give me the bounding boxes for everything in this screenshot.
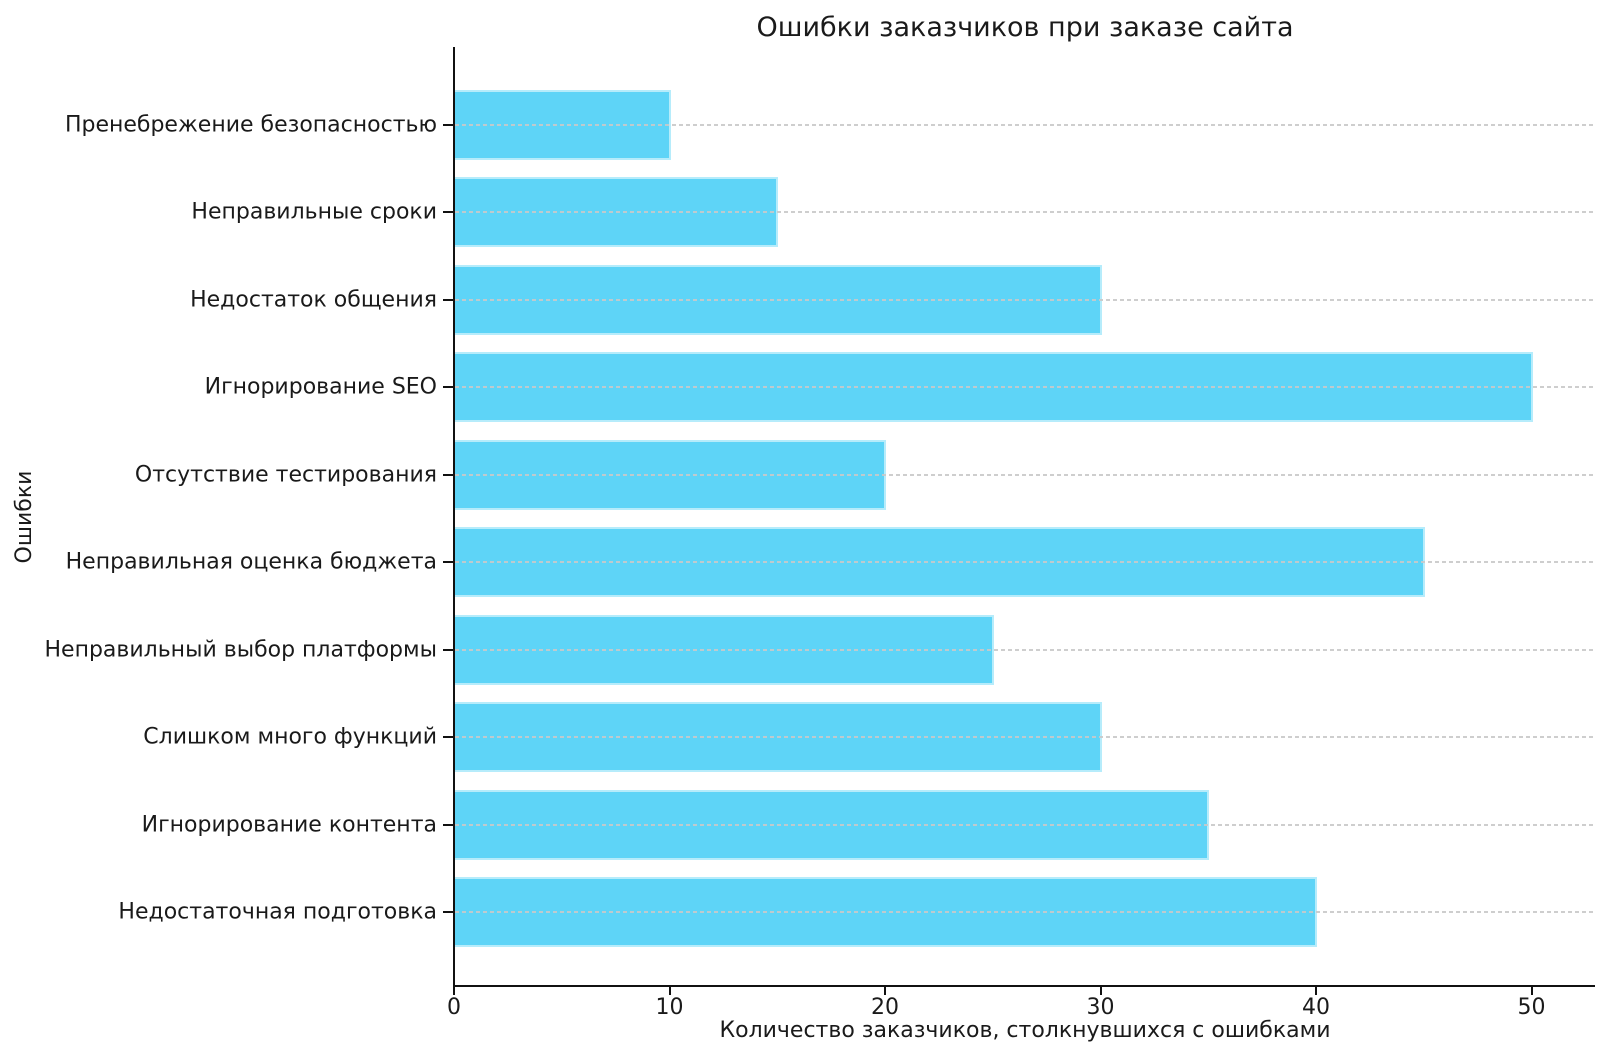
y-tick-label: Недостаток общения bbox=[190, 287, 437, 313]
x-axis-title: Количество заказчиков, столкнувшихся с о… bbox=[719, 1018, 1331, 1043]
y-tick-mark bbox=[443, 561, 453, 564]
y-tick-mark bbox=[443, 473, 453, 476]
y-tick-label: Неправильный выбор платформы bbox=[44, 637, 437, 663]
y-tick-label: Слишком много функций bbox=[143, 724, 437, 750]
x-tick-label: 40 bbox=[1302, 995, 1330, 1020]
x-tick-mark bbox=[453, 985, 455, 995]
gridline bbox=[455, 211, 1595, 214]
x-tick-label: 20 bbox=[871, 995, 899, 1020]
y-tick-label: Пренебрежение безопасностью bbox=[64, 112, 437, 138]
y-tick-mark bbox=[443, 648, 453, 651]
gridline bbox=[455, 386, 1595, 389]
y-tick-mark bbox=[443, 211, 453, 214]
gridline bbox=[455, 298, 1595, 301]
y-tick-label: Неправильная оценка бюджета bbox=[65, 549, 437, 575]
y-tick-mark bbox=[443, 910, 453, 913]
y-tick-label: Игнорирование контента bbox=[141, 812, 437, 838]
x-tick-label: 50 bbox=[1517, 995, 1546, 1020]
plot-area: Пренебрежение безопасностью Неправильные … bbox=[44, 47, 1595, 1020]
gridline bbox=[455, 910, 1595, 913]
y-tick-mark bbox=[443, 124, 453, 126]
gridline bbox=[455, 823, 1595, 826]
y-tick-mark bbox=[443, 298, 453, 301]
y-tick-mark bbox=[443, 736, 453, 739]
gridline bbox=[455, 736, 1595, 739]
y-tick-label: Неправильные сроки bbox=[191, 199, 437, 225]
gridline bbox=[455, 561, 1595, 564]
x-tick-mark bbox=[668, 985, 671, 995]
y-tick-label: Недостаточная подготовка bbox=[118, 899, 437, 925]
x-tick-mark bbox=[1530, 985, 1533, 995]
x-tick-label: 0 bbox=[447, 995, 461, 1020]
y-tick-mark bbox=[443, 386, 453, 389]
x-tick-mark bbox=[884, 985, 886, 995]
y-axis-title: Ошибки bbox=[12, 470, 37, 564]
x-tick-mark bbox=[1315, 985, 1317, 995]
y-tick-label: Игнорирование SEO bbox=[204, 374, 437, 400]
x-tick-label: 30 bbox=[1086, 995, 1115, 1020]
x-tick-mark bbox=[1099, 985, 1102, 995]
x-tick-label: 10 bbox=[655, 995, 684, 1020]
y-tick-mark bbox=[443, 823, 453, 826]
gridline bbox=[455, 124, 1595, 126]
chart-title: Ошибки заказчиков при заказе сайта bbox=[756, 12, 1294, 43]
gridline bbox=[455, 473, 1595, 476]
y-tick-label: Отсутствие тестирования bbox=[134, 462, 437, 488]
gridline bbox=[455, 648, 1595, 651]
